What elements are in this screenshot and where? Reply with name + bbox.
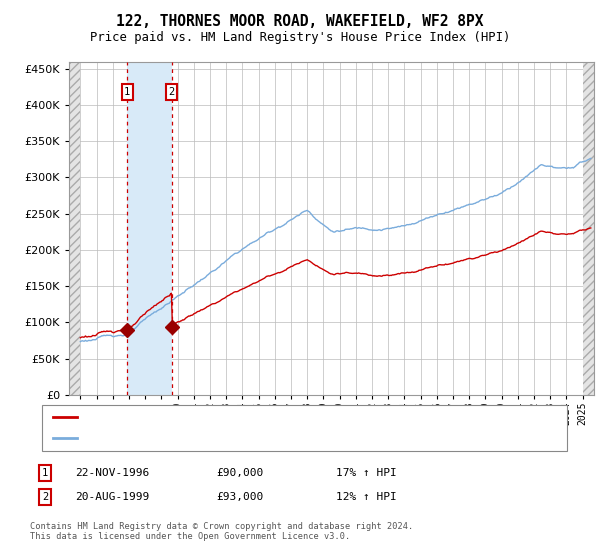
Bar bbox=[583, 62, 594, 395]
Text: 20-AUG-1999: 20-AUG-1999 bbox=[75, 492, 149, 502]
Text: 22-NOV-1996: 22-NOV-1996 bbox=[75, 468, 149, 478]
Bar bbox=[69, 62, 80, 395]
Text: Contains HM Land Registry data © Crown copyright and database right 2024.
This d: Contains HM Land Registry data © Crown c… bbox=[30, 522, 413, 542]
Text: 1: 1 bbox=[42, 468, 48, 478]
Text: 1: 1 bbox=[124, 87, 130, 97]
Text: £90,000: £90,000 bbox=[216, 468, 263, 478]
Text: Price paid vs. HM Land Registry's House Price Index (HPI): Price paid vs. HM Land Registry's House … bbox=[90, 31, 510, 44]
Text: 12% ↑ HPI: 12% ↑ HPI bbox=[336, 492, 397, 502]
Text: £93,000: £93,000 bbox=[216, 492, 263, 502]
Text: 122, THORNES MOOR ROAD, WAKEFIELD, WF2 8PX: 122, THORNES MOOR ROAD, WAKEFIELD, WF2 8… bbox=[116, 14, 484, 29]
Bar bbox=[127, 62, 172, 395]
Text: 122, THORNES MOOR ROAD, WAKEFIELD, WF2 8PX (detached house): 122, THORNES MOOR ROAD, WAKEFIELD, WF2 8… bbox=[83, 412, 437, 422]
Text: HPI: Average price, detached house, Wakefield: HPI: Average price, detached house, Wake… bbox=[83, 433, 353, 444]
Text: 17% ↑ HPI: 17% ↑ HPI bbox=[336, 468, 397, 478]
Text: 2: 2 bbox=[169, 87, 175, 97]
Text: 2: 2 bbox=[42, 492, 48, 502]
